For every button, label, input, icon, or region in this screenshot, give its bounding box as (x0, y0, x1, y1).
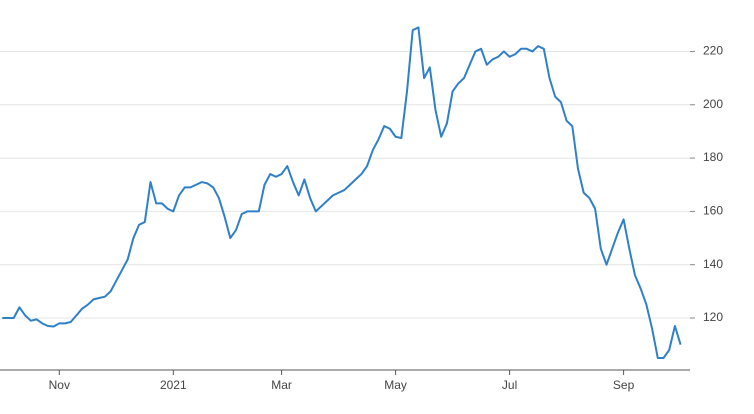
y-tick-label: 200 (703, 97, 723, 111)
x-tick-label: Sep (613, 378, 635, 392)
y-tick-label: 120 (703, 310, 723, 324)
x-tick-label: May (384, 378, 407, 392)
x-tick-label: 2021 (160, 378, 187, 392)
x-tick-label: Mar (271, 378, 292, 392)
y-tick-label: 220 (703, 44, 723, 58)
x-tick-label: Jul (502, 378, 517, 392)
price-line (2, 26, 682, 360)
y-tick-label: 160 (703, 204, 723, 218)
y-tick-label: 140 (703, 257, 723, 271)
y-tick-label: 180 (703, 150, 723, 164)
x-tick-label: Nov (49, 378, 70, 392)
